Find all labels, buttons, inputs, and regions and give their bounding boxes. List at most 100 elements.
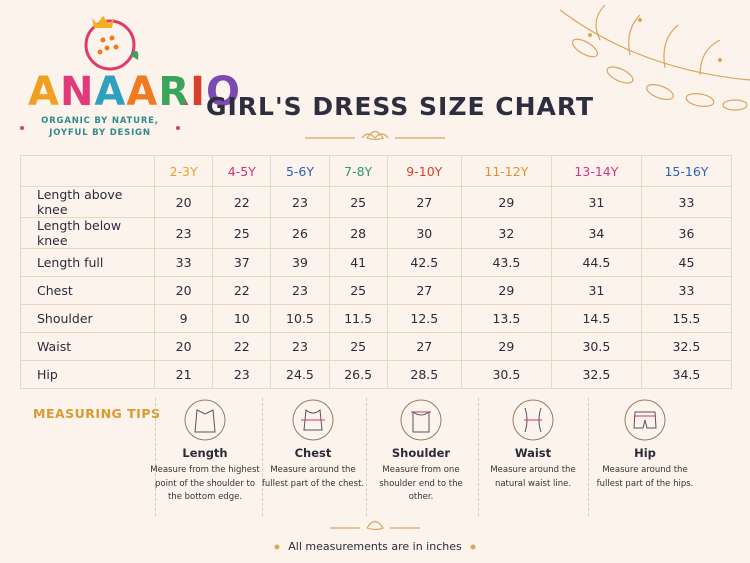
cell: 43.5 (460, 248, 552, 277)
tip-text: Measure around the fullest part of the h… (596, 465, 694, 489)
cell: 34.5 (640, 360, 733, 389)
cell: 31 (550, 186, 642, 218)
table-row: Chest 20 22 23 25 27 29 31 33 (20, 276, 733, 305)
cell: 30 (386, 217, 462, 249)
tip: Hip Measure around the fullest part of t… (590, 398, 700, 491)
tip-title: Hip (634, 446, 656, 460)
table-row: Length below knee 23 25 26 28 30 32 34 36 (20, 217, 733, 249)
cell: 33 (640, 186, 733, 218)
cell: 26.5 (328, 360, 388, 389)
tagline: ORGANIC BY NATURE, (41, 116, 159, 126)
cell: 10 (212, 304, 272, 333)
column-header: 15-16Y (640, 155, 733, 187)
tip: Length Measure from the highest point of… (150, 398, 260, 505)
column-header: 7-8Y (328, 155, 388, 187)
tip: Chest Measure around the fullest part of… (258, 398, 368, 491)
cell: 25 (328, 186, 388, 218)
separator (262, 398, 263, 516)
cell: 39 (270, 248, 330, 277)
icon (512, 399, 554, 441)
tip-title: Chest (294, 446, 332, 460)
cell: 25 (328, 332, 388, 361)
cell: 31 (550, 276, 642, 305)
icon (292, 399, 334, 441)
tip-title: Shoulder (391, 446, 451, 460)
cell: 12.5 (386, 304, 462, 333)
cell: 37 (212, 248, 272, 277)
column-header: 11-12Y (460, 155, 552, 187)
cell: 34 (550, 217, 642, 249)
tip-text: Measure around the natural waist line. (490, 465, 576, 489)
cell: 13.5 (460, 304, 552, 333)
cell: 33 (153, 248, 214, 277)
row-label: Hip (20, 360, 155, 389)
row-label: Length full (20, 248, 155, 277)
cell: 42.5 (386, 248, 462, 277)
cell: 32 (460, 217, 552, 249)
icon (184, 399, 226, 441)
cell: 15.5 (640, 304, 733, 333)
cell: 14.5 (550, 304, 642, 333)
column-header: 5-6Y (270, 155, 330, 187)
table-row: Hip 21 23 24.5 26.5 28.5 30.5 32.5 34.5 (20, 360, 733, 389)
tips-title: MEASURING TIPS (33, 406, 161, 421)
tip: Shoulder Measure from one shoulder end t… (366, 398, 476, 505)
cell: 27 (386, 332, 462, 361)
cell: 23 (153, 217, 214, 249)
row-label: Waist (20, 332, 155, 361)
cell: 29 (460, 332, 552, 361)
cell: 23 (212, 360, 272, 389)
cell: 25 (328, 276, 388, 305)
tip-title: Length (182, 446, 228, 460)
cell: 30.5 (550, 332, 642, 361)
cell: 11.5 (328, 304, 388, 333)
separator (155, 398, 156, 516)
separator (366, 398, 367, 516)
cell: 27 (386, 276, 462, 305)
cell: 10.5 (270, 304, 330, 333)
cell: 24.5 (270, 360, 330, 389)
cell: 20 (153, 332, 214, 361)
cell: 32.5 (550, 360, 642, 389)
cell: 22 (212, 332, 272, 361)
cell: 22 (212, 276, 272, 305)
cell: 25 (212, 217, 272, 249)
row-label: Shoulder (20, 304, 155, 333)
tip: Waist Measure around the natural waist l… (478, 398, 588, 491)
table-row: Shoulder 9 10 10.5 11.5 12.5 13.5 14.5 15.5 (20, 304, 733, 333)
title: GIRL'S DRESS SIZE CHART (205, 92, 595, 121)
cell: 20 (153, 276, 214, 305)
icon (624, 399, 666, 441)
cell: 45 (640, 248, 733, 277)
cell: 33 (640, 276, 733, 305)
row-label: Chest (20, 276, 155, 305)
cell: 23 (270, 276, 330, 305)
column-header: 13-14Y (550, 155, 642, 187)
row-label: Length below knee (20, 217, 155, 249)
column-header: 9-10Y (386, 155, 462, 187)
cell: 36 (640, 217, 733, 249)
cell: 41 (328, 248, 388, 277)
cell: 23 (270, 186, 330, 218)
header-row: 2-3Y 4-5Y 5-6Y 7-8Y 9-10Y 11-12Y 13-14Y 15-16Y (20, 155, 733, 187)
cell: 26 (270, 217, 330, 249)
footer-note: All measurements are in inches (288, 540, 462, 553)
table-row: Waist 20 22 23 25 27 29 30.5 32.5 (20, 332, 733, 361)
cell: 30.5 (460, 360, 552, 389)
table-row: Length full 33 37 39 41 42.5 43.5 44.5 45 (20, 248, 733, 277)
cell: 44.5 (550, 248, 642, 277)
table-row: Length above knee 20 22 23 25 27 29 31 33 (20, 186, 733, 218)
tip-text: Measure from the highest point of the sh… (150, 465, 260, 502)
tip-text: Measure around the fullest part of the c… (261, 465, 365, 489)
cell: 28.5 (386, 360, 462, 389)
tagline: JOYFUL BY DESIGN (49, 128, 151, 138)
tip-text: Measure from one shoulder end to the oth… (379, 465, 463, 502)
icon (400, 399, 442, 441)
cell: 9 (153, 304, 214, 333)
separator (588, 398, 589, 516)
brand-name: ANAARIO (28, 69, 242, 115)
tip-title: Waist (514, 446, 552, 460)
corner-cell (20, 155, 155, 187)
cell: 29 (460, 276, 552, 305)
